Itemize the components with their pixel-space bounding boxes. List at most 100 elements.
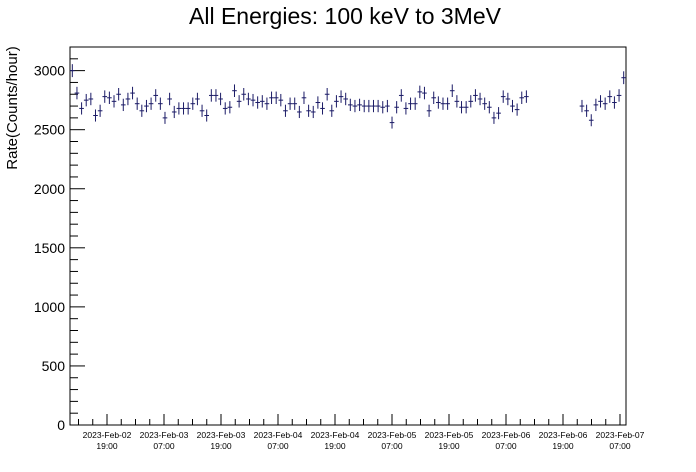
data-point — [79, 102, 84, 115]
y-tick-label: 0 — [57, 417, 65, 433]
data-point — [389, 116, 395, 129]
x-tick-label-date: 2023-Feb-07 — [596, 430, 645, 440]
data-point — [491, 111, 497, 124]
data-point — [505, 92, 511, 106]
x-tick-label-time: 07:00 — [267, 441, 289, 451]
data-point — [445, 97, 450, 110]
data-point — [496, 107, 501, 120]
data-point — [514, 103, 520, 116]
data-point — [264, 97, 270, 110]
data-point — [366, 99, 372, 113]
data-point — [398, 89, 404, 102]
data-point — [74, 86, 80, 100]
data-point — [213, 89, 219, 102]
data-point — [408, 97, 413, 110]
data-point — [306, 104, 311, 117]
data-point — [273, 91, 279, 105]
data-point — [593, 98, 599, 112]
data-point — [375, 99, 381, 113]
data-point — [329, 104, 335, 117]
data-point — [602, 97, 608, 110]
x-tick-label-date: 2023-Feb-03 — [197, 430, 246, 440]
data-point — [83, 93, 89, 107]
data-point — [616, 89, 622, 102]
x-tick-label-date: 2023-Feb-04 — [254, 430, 303, 440]
data-series — [70, 64, 626, 129]
data-point — [348, 98, 353, 112]
data-point — [380, 101, 386, 114]
data-point — [88, 92, 94, 106]
data-point — [236, 95, 242, 108]
data-point — [315, 96, 321, 109]
x-tick-label-date: 2023-Feb-03 — [140, 430, 189, 440]
data-point — [621, 71, 626, 85]
data-point — [338, 90, 344, 103]
x-tick-label-time: 07:00 — [153, 441, 175, 451]
data-point — [487, 101, 492, 114]
data-point — [473, 89, 478, 102]
x-tick-label-time: 19:00 — [96, 441, 118, 451]
x-tick-label-time: 19:00 — [552, 441, 574, 451]
data-point — [162, 111, 168, 124]
data-point — [394, 101, 399, 114]
data-point — [93, 109, 98, 122]
data-point — [343, 92, 348, 106]
data-point — [403, 102, 409, 115]
data-point — [97, 104, 103, 117]
data-point — [190, 97, 196, 110]
x-tick-label-time: 07:00 — [609, 441, 631, 451]
data-point — [510, 99, 515, 113]
x-tick-label-time: 19:00 — [210, 441, 232, 451]
data-point — [269, 91, 274, 105]
data-point — [130, 86, 135, 100]
chart-title: All Energies: 100 keV to 3MeV — [189, 3, 502, 29]
data-point — [426, 104, 432, 117]
y-tick-label: 1500 — [34, 240, 65, 256]
data-point — [255, 96, 260, 109]
data-point — [477, 92, 483, 106]
x-tick-label-time: 07:00 — [381, 441, 403, 451]
data-point — [371, 99, 376, 113]
x-tick-label-time: 07:00 — [495, 441, 517, 451]
data-point — [612, 96, 617, 109]
data-point — [227, 101, 233, 114]
data-point — [287, 97, 293, 110]
data-point — [111, 95, 117, 108]
data-point — [292, 97, 298, 110]
y-tick-label: 2000 — [34, 181, 65, 197]
data-point — [417, 85, 423, 99]
data-point — [167, 92, 172, 106]
data-point — [144, 99, 149, 113]
data-point — [334, 95, 339, 108]
data-point — [519, 91, 525, 105]
data-point — [297, 105, 302, 119]
x-tick-label-date: 2023-Feb-05 — [425, 430, 474, 440]
data-point — [459, 101, 464, 114]
data-point — [116, 87, 121, 101]
data-point — [524, 90, 529, 103]
data-point — [259, 95, 265, 108]
x-tick-label-date: 2023-Feb-05 — [368, 430, 417, 440]
data-point — [436, 96, 441, 109]
data-point — [241, 87, 247, 101]
data-point — [440, 97, 446, 110]
data-point — [222, 102, 228, 115]
data-point — [176, 102, 182, 115]
data-point — [607, 90, 613, 103]
data-point — [246, 92, 251, 106]
x-tick-label-date: 2023-Feb-06 — [482, 430, 531, 440]
y-tick-label: 3000 — [34, 63, 65, 79]
data-point — [283, 104, 288, 117]
data-point — [70, 64, 75, 78]
data-point — [134, 97, 140, 110]
y-axis-label: Rate(Counts/hour) — [4, 46, 21, 169]
data-point — [431, 91, 437, 105]
data-point — [153, 89, 159, 102]
data-point — [412, 97, 418, 110]
data-point — [278, 93, 284, 107]
data-point — [598, 95, 603, 108]
data-point — [301, 91, 307, 105]
x-tick-label-time: 19:00 — [438, 441, 460, 451]
data-point — [579, 99, 585, 113]
x-axis: 2023-Feb-0219:002023-Feb-0307:002023-Feb… — [78, 414, 645, 451]
